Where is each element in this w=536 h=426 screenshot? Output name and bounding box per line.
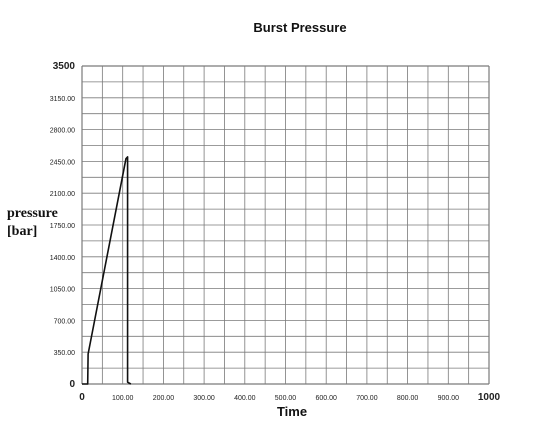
y-tick-label: 1400.00: [50, 255, 75, 262]
grid: [81, 65, 490, 385]
x-tick-label: 600.00: [315, 395, 337, 402]
chart-title: Burst Pressure: [253, 20, 347, 35]
y-tick-label: 2450.00: [50, 159, 75, 166]
tick-labels: 0 350.00 700.00 1050.00 1400.00 1750.00 2100.0…: [50, 61, 501, 403]
x-tick-label: 500.00: [275, 395, 297, 402]
y-tick-label: 1750.00: [50, 223, 75, 230]
y-tick-label: 3500: [53, 61, 76, 72]
y-tick-label: 350.00: [54, 350, 76, 357]
y-tick-label: 2100.00: [50, 191, 75, 198]
y-axis-label: pressure [bar]: [7, 206, 58, 239]
series-line: [82, 156, 132, 385]
x-tick-label: 100.00: [112, 395, 134, 402]
x-tick-label: 400.00: [234, 395, 256, 402]
x-tick-label: 0: [79, 392, 85, 403]
x-axis-label: Time: [276, 404, 308, 419]
x-tick-label: 900.00: [438, 395, 460, 402]
x-tick-label: 1000: [478, 392, 501, 403]
y-tick-label: 700.00: [54, 318, 76, 325]
x-tick-label: 200.00: [153, 395, 175, 402]
series: [82, 156, 132, 385]
x-tick-label: 800.00: [397, 395, 419, 402]
y-tick-label: 3150.00: [50, 96, 75, 103]
x-tick-label: 700.00: [356, 395, 378, 402]
y-tick-label: 2800.00: [50, 128, 75, 135]
x-tick-label: 300.00: [193, 395, 215, 402]
y-tick-label: 0: [69, 379, 75, 390]
y-tick-label: 1050.00: [50, 287, 75, 294]
